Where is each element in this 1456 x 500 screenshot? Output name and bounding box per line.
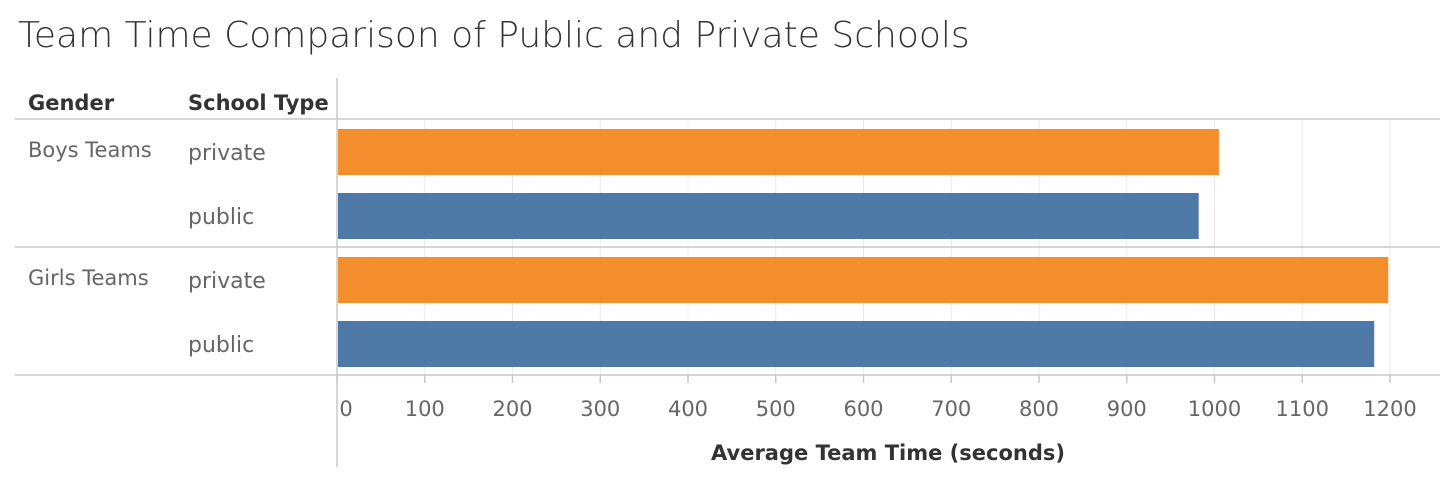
type-label-1-0: private <box>188 269 266 294</box>
tick-label-300: 300 <box>580 397 620 421</box>
tick-label-600: 600 <box>843 397 883 421</box>
group-label-1: Girls Teams <box>28 266 149 290</box>
tick-label-1200: 1200 <box>1363 397 1416 421</box>
tick-label-700: 700 <box>931 397 971 421</box>
bar-girls-teams-private <box>338 257 1389 303</box>
tick-label-500: 500 <box>756 397 796 421</box>
bars <box>338 129 1389 367</box>
table-frame <box>15 78 1440 467</box>
row-labels: Boys Teams private public Girls Teams privat… <box>28 138 266 358</box>
tick-label-1000: 1000 <box>1188 397 1241 421</box>
header-gender: Gender <box>28 91 115 115</box>
chart-title: Team Time Comparison of Public and Priva… <box>18 15 970 56</box>
bar-boys-teams-public <box>338 193 1199 239</box>
tick-label-400: 400 <box>668 397 708 421</box>
x-axis-title: Average Team Time (seconds) <box>711 441 1065 465</box>
group-label-0: Boys Teams <box>28 138 152 162</box>
tick-label-100: 100 <box>405 397 445 421</box>
tick-label-1100: 1100 <box>1276 397 1329 421</box>
tick-label-200: 200 <box>492 397 532 421</box>
type-label-0-1: public <box>188 205 254 230</box>
tick-label-800: 800 <box>1019 397 1059 421</box>
bar-boys-teams-private <box>338 129 1219 175</box>
header-school-type: School Type <box>188 91 329 115</box>
tick-label-0: 0 <box>339 397 352 421</box>
x-axis-ticks: 0 100 200 300 400 500 600 700 800 900 1000 1100 1200 <box>336 375 1417 421</box>
bar-girls-teams-public <box>338 321 1375 367</box>
type-label-1-1: public <box>188 333 254 358</box>
type-label-0-0: private <box>188 141 266 166</box>
tick-label-900: 900 <box>1107 397 1147 421</box>
